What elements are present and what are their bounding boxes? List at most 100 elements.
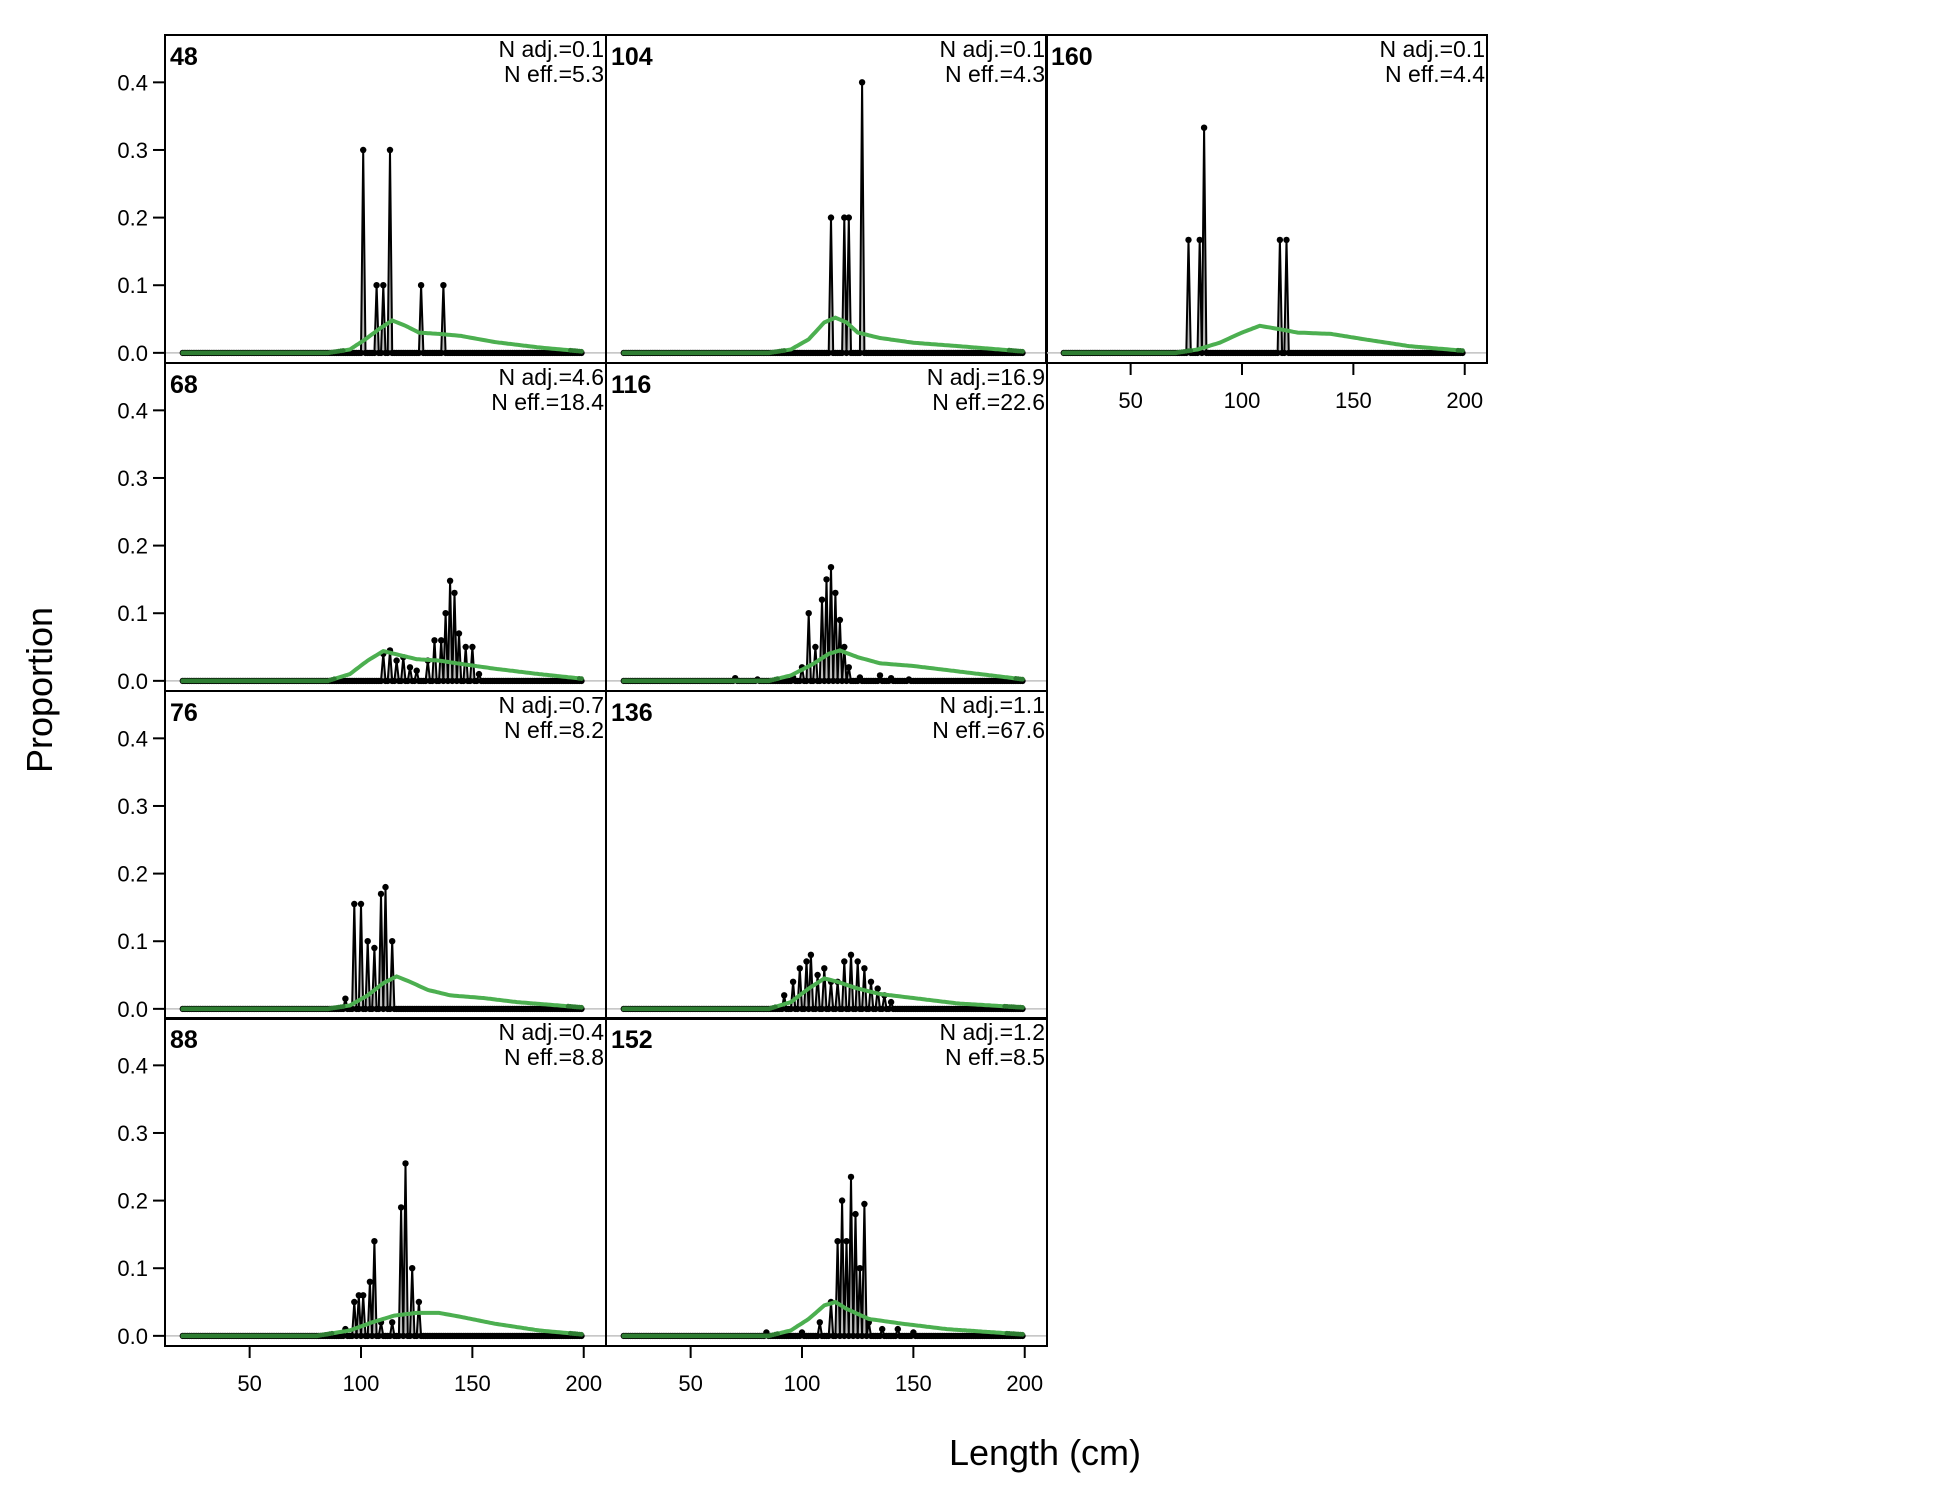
axes-layer: 0.0 0.1 0.2 0.3 0.4 0.0 0.1 0.2 0.3 0.4 0.0 0.1 0.2 0…: [117, 70, 1483, 1396]
observed-point: [368, 1005, 376, 1013]
n-eff-label: N eff.=18.4: [491, 389, 604, 415]
observed-point: [377, 349, 385, 357]
panel-116: 116 N adj.=16.9N eff.=22.6: [605, 362, 1048, 692]
observed-point: [402, 1160, 409, 1167]
y-tick-label: 0.4: [117, 726, 148, 751]
observed-point: [803, 958, 810, 965]
panels-layer: 48 N adj.=0.1N eff.=5.368 N adj.=4.6N eff.…: [164, 34, 1488, 1347]
y-tick-label: 0.2: [117, 206, 148, 231]
observed-point: [469, 643, 476, 651]
panel-label: 88: [170, 1026, 198, 1054]
observed-point: [818, 1005, 826, 1013]
panel-label: 104: [611, 43, 653, 71]
observed-point: [838, 677, 846, 685]
observed-point: [847, 951, 855, 958]
observed-point: [789, 978, 797, 985]
observed-point: [821, 677, 828, 685]
y-tick-label: 0.2: [117, 862, 148, 887]
observed-point: [351, 1298, 358, 1306]
observed-point: [417, 282, 425, 289]
observed-point: [460, 677, 467, 685]
panel-plot-area: [165, 146, 606, 357]
observed-point: [845, 214, 852, 221]
panel-plot-area: [165, 1160, 606, 1340]
observed-point: [384, 349, 391, 357]
panel-136: 136 N adj.=1.1N eff.=67.6: [605, 690, 1048, 1020]
observed-line: [1063, 127, 1463, 354]
observed-point: [395, 1332, 403, 1340]
expected-line: [1063, 323, 1463, 355]
observed-point: [858, 79, 866, 86]
observed-point: [847, 1173, 855, 1181]
observed-point: [409, 1265, 416, 1272]
observed-point: [449, 677, 456, 685]
observed-point: [845, 1332, 852, 1340]
observed-point: [874, 985, 881, 992]
observed-point: [440, 282, 447, 289]
expected-point: [331, 676, 337, 682]
observed-point: [838, 1197, 846, 1204]
observed-point: [357, 1332, 365, 1340]
x-axis-title: Length (cm): [949, 1432, 1141, 1473]
y-tick-label: 0.0: [117, 1324, 148, 1349]
observed-point: [843, 1238, 850, 1245]
expected-point: [775, 1331, 780, 1337]
observed-point: [340, 1332, 347, 1340]
x-tick-label: 150: [895, 1371, 932, 1396]
panel-plot-area: [165, 883, 606, 1013]
expected-point: [772, 1004, 778, 1010]
expected-points: [621, 347, 1025, 356]
expected-points: [621, 1330, 1025, 1339]
observed-point: [843, 349, 850, 357]
observed-point: [834, 1238, 841, 1245]
observed-point: [473, 677, 480, 685]
observed-point: [386, 1332, 394, 1340]
observed-point: [856, 349, 864, 357]
observed-point: [389, 938, 396, 945]
observed-point: [876, 672, 884, 679]
observed-point: [812, 1005, 819, 1013]
n-eff-label: N eff.=8.5: [945, 1044, 1045, 1070]
expected-points: [180, 347, 584, 356]
x-tick-label: 200: [565, 1371, 602, 1396]
y-tick-label: 0.2: [117, 1189, 148, 1214]
x-tick-label: 50: [1118, 388, 1142, 413]
observed-point: [413, 1332, 420, 1340]
observed-point: [836, 616, 844, 624]
observed-point: [357, 900, 365, 908]
observed-point: [832, 1332, 839, 1340]
observed-point: [845, 1005, 852, 1013]
expected-point: [1020, 348, 1025, 354]
n-adj-label: N adj.=0.1: [499, 36, 605, 62]
observed-point: [885, 1005, 893, 1013]
expected-point: [579, 1004, 584, 1010]
expected-points: [621, 1003, 1025, 1012]
y-tick-label: 0.3: [117, 794, 148, 819]
observed-point: [446, 577, 454, 584]
observed-point: [794, 1005, 801, 1013]
y-tick-label: 0.3: [117, 466, 148, 491]
observed-point: [814, 1332, 821, 1340]
observed-point: [825, 349, 832, 357]
observed-point: [373, 282, 380, 289]
observed-point: [821, 965, 828, 972]
observed-point: [854, 958, 861, 965]
observed-point: [400, 1332, 407, 1340]
observed-point: [841, 214, 848, 221]
observed-point: [364, 938, 371, 945]
observed-point: [865, 1005, 872, 1013]
observed-line: [182, 149, 582, 354]
observed-point: [371, 1238, 378, 1245]
panel-48: 48 N adj.=0.1N eff.=5.3: [164, 34, 607, 364]
observed-point: [355, 1292, 362, 1299]
panel-label: 116: [611, 371, 651, 399]
panel-label: 160: [1051, 43, 1093, 71]
panel-plot-area: [165, 577, 606, 685]
observed-point: [867, 978, 875, 985]
expected-point: [579, 1331, 584, 1337]
observed-line: [182, 1163, 582, 1337]
n-eff-label: N eff.=5.3: [504, 61, 604, 87]
observed-point: [413, 667, 420, 674]
observed-point: [1276, 236, 1284, 244]
n-adj-label: N adj.=1.2: [940, 1019, 1046, 1045]
